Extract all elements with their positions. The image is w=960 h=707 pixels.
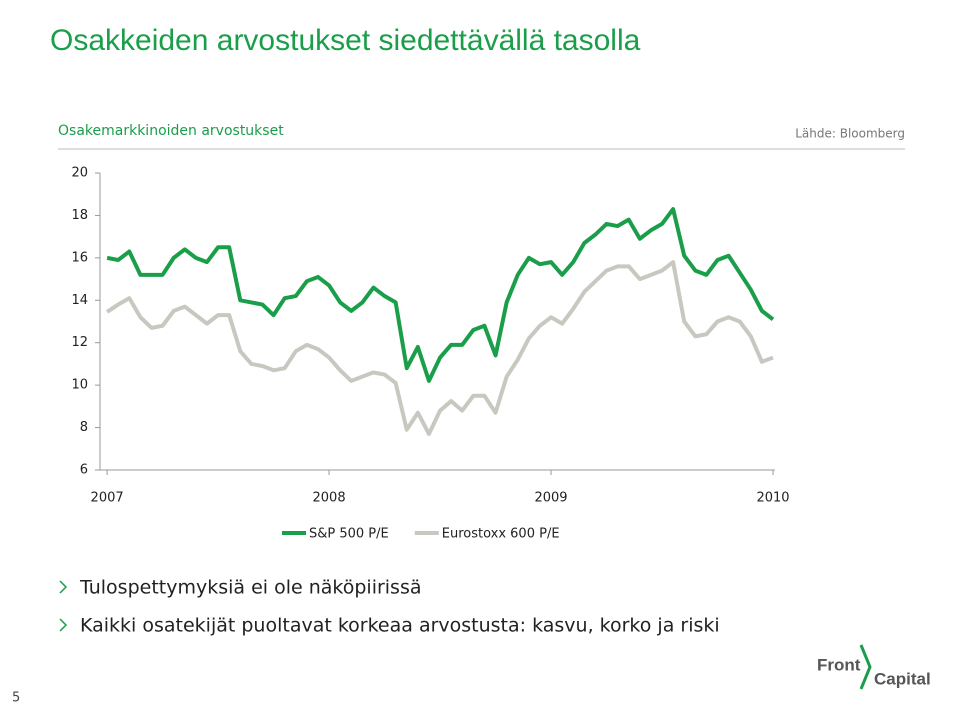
y-tick-label: 16 bbox=[71, 250, 88, 265]
y-tick-label: 6 bbox=[80, 463, 88, 478]
logo-text: Front bbox=[817, 655, 861, 674]
x-tick-label: 2010 bbox=[756, 491, 789, 506]
series-line bbox=[105, 260, 774, 436]
bullet-icon bbox=[59, 580, 68, 594]
series-line bbox=[106, 207, 775, 383]
x-tick-label: 2009 bbox=[534, 491, 567, 506]
bullet: Kaikki osatekijät puoltavat korkeaa arvo… bbox=[80, 615, 720, 637]
slide-title: Osakkeiden arvostukset siedettävällä tas… bbox=[50, 24, 641, 57]
y-tick-label: 20 bbox=[71, 166, 88, 181]
page-number: 5 bbox=[12, 691, 20, 706]
x-tick-label: 2008 bbox=[313, 491, 346, 506]
y-tick-label: 14 bbox=[71, 293, 88, 308]
y-tick-label: 18 bbox=[71, 208, 88, 223]
y-tick-label: 10 bbox=[71, 378, 88, 393]
legend-label: Eurostoxx 600 P/E bbox=[442, 527, 560, 542]
y-tick-label: 12 bbox=[71, 335, 88, 350]
logo-mark bbox=[859, 644, 872, 690]
x-tick-label: 2007 bbox=[91, 491, 124, 506]
y-tick-label: 8 bbox=[80, 420, 88, 435]
source: Lähde: Bloomberg bbox=[795, 127, 905, 141]
chart-title: Osakemarkkinoiden arvostukset bbox=[58, 123, 284, 139]
bullet-icon bbox=[59, 618, 68, 632]
bullet: Tulospettymyksiä ei ole näköpiirissä bbox=[79, 577, 422, 599]
legend-label: S&P 500 P/E bbox=[309, 527, 389, 542]
logo-text: Capital bbox=[874, 669, 931, 688]
